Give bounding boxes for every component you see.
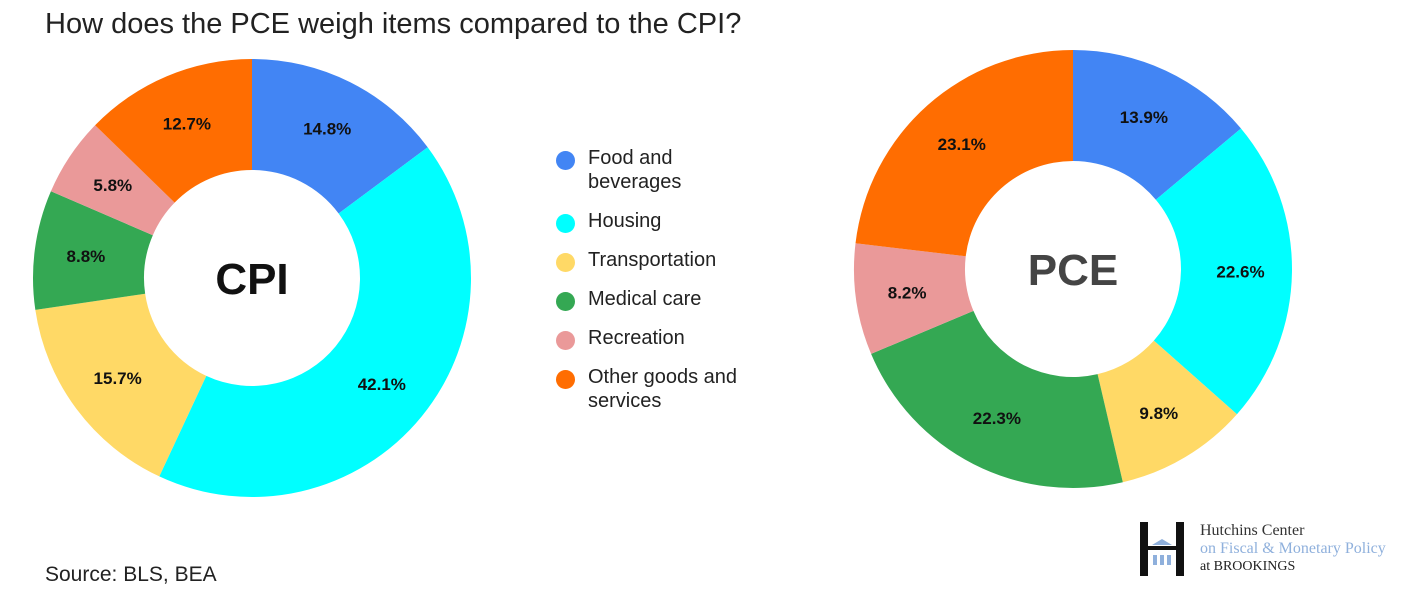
legend-swatch	[556, 331, 575, 350]
cpi-center-label: CPI	[215, 255, 288, 304]
pce-data-label: 23.1%	[938, 135, 986, 154]
legend-swatch	[556, 151, 575, 170]
pce-data-label: 22.3%	[973, 409, 1021, 428]
pce-slice-3	[871, 310, 1123, 488]
cpi-slice-0	[252, 59, 428, 214]
cpi-slice-5	[95, 59, 252, 203]
chart-title: How does the PCE weigh items compared to…	[45, 8, 742, 40]
legend-label: Recreation	[588, 327, 685, 349]
legend-swatch	[556, 253, 575, 272]
cpi-data-label: 42.1%	[358, 375, 406, 394]
pce-slice-2	[1097, 340, 1237, 483]
logo-line-2: on Fiscal & Monetary Policy	[1200, 540, 1386, 557]
legend-swatch	[556, 292, 575, 311]
cpi-data-label: 8.8%	[67, 247, 106, 266]
brookings-h-icon	[1140, 522, 1184, 576]
cpi-data-label: 5.8%	[93, 176, 132, 195]
cpi-slice-4	[50, 125, 175, 236]
pce-slice-4	[854, 243, 974, 354]
pce-data-label: 22.6%	[1216, 262, 1264, 281]
pce-center-label: PCE	[1028, 246, 1118, 295]
legend-label: Medical care	[588, 288, 702, 310]
legend-label: Transportation	[588, 249, 717, 271]
legend-label: Other goods and services	[588, 366, 737, 412]
pce-slice-5	[855, 50, 1073, 257]
cpi-slice-2	[35, 293, 207, 477]
legend-swatch	[556, 370, 575, 389]
cpi-data-label: 14.8%	[303, 119, 351, 138]
cpi-slice-3	[32, 191, 153, 310]
pce-data-label: 9.8%	[1139, 404, 1178, 423]
cpi-data-label: 15.7%	[94, 369, 142, 388]
cpi-data-label: 12.7%	[163, 115, 211, 134]
logo-line-1: Hutchins Center	[1200, 522, 1305, 539]
legend-label: Housing	[588, 210, 662, 232]
pce-data-label: 13.9%	[1120, 108, 1168, 127]
cpi-slice-1	[159, 147, 471, 497]
hutchins-logo: Hutchins Center on Fiscal & Monetary Pol…	[1140, 520, 1410, 580]
logo-line-3: at BROOKINGS	[1200, 559, 1296, 574]
legend-label: Food and beverages	[588, 147, 682, 193]
legend-swatch	[556, 214, 575, 233]
logo-text: Hutchins Center on Fiscal & Monetary Pol…	[1200, 522, 1386, 576]
pce-slice-1	[1153, 128, 1293, 415]
source-note: Source: BLS, BEA	[45, 563, 217, 586]
pce-data-label: 8.2%	[888, 283, 927, 302]
pce-slice-0	[1073, 50, 1241, 200]
